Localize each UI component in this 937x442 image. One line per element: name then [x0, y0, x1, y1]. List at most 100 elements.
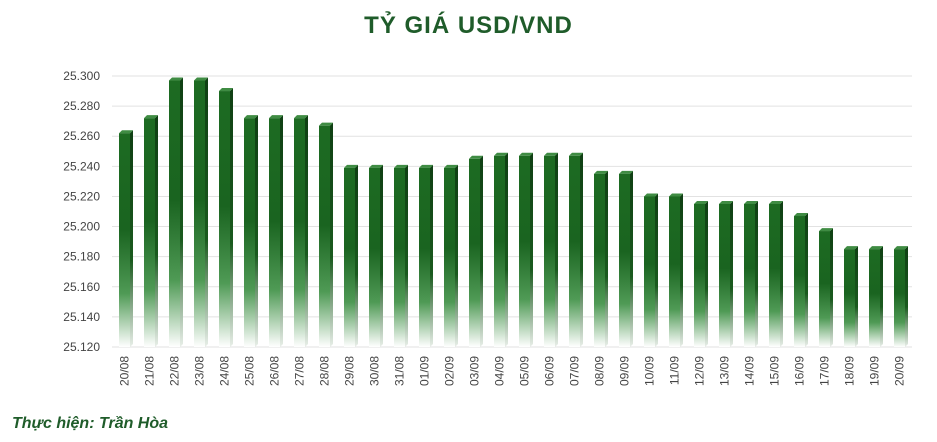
- y-tick-label: 25.200: [63, 220, 100, 234]
- bar-top: [169, 77, 183, 81]
- x-tick-label: 01/09: [418, 356, 432, 386]
- bar-top: [844, 246, 858, 250]
- bar-side: [255, 115, 258, 348]
- bar-top: [569, 152, 583, 156]
- bar: [894, 246, 908, 347]
- bar-face: [319, 125, 330, 347]
- bar-side: [305, 115, 308, 348]
- bar-side: [130, 130, 133, 347]
- bar-side: [605, 170, 608, 347]
- bar-top: [719, 200, 733, 204]
- y-tick-label: 25.120: [63, 340, 100, 354]
- bar-top: [744, 200, 758, 204]
- x-tick-label: 07/09: [568, 356, 582, 386]
- bar: [694, 200, 708, 347]
- bar-top: [319, 122, 333, 126]
- y-tick-label: 25.160: [63, 280, 100, 294]
- bar: [394, 164, 408, 347]
- bar-top: [244, 115, 258, 119]
- bar: [319, 122, 333, 347]
- bar-top: [219, 88, 233, 92]
- bar-side: [755, 200, 758, 347]
- bar-side: [230, 88, 233, 348]
- bar: [744, 200, 758, 347]
- x-tick-label: 27/08: [293, 356, 307, 386]
- bar-top: [469, 155, 483, 159]
- bar-face: [644, 196, 655, 347]
- x-tick-label: 10/09: [643, 356, 657, 386]
- x-tick-label: 20/09: [893, 356, 907, 386]
- bar: [669, 193, 683, 347]
- bar: [344, 164, 358, 347]
- bar-top: [269, 115, 283, 119]
- bar-side: [155, 115, 158, 348]
- y-tick-label: 25.240: [63, 159, 100, 173]
- bar: [444, 164, 458, 347]
- bar: [544, 152, 558, 347]
- bar: [519, 152, 533, 347]
- bar: [594, 170, 608, 347]
- bar-top: [769, 200, 783, 204]
- bar-face: [794, 216, 805, 347]
- x-tick-label: 18/09: [843, 356, 857, 386]
- bar-face: [844, 249, 855, 347]
- bar: [469, 155, 483, 347]
- bar-side: [180, 77, 183, 348]
- bar-top: [819, 228, 833, 232]
- bar-top: [494, 152, 508, 156]
- bar-face: [594, 173, 605, 347]
- x-tick-label: 15/09: [768, 356, 782, 386]
- x-tick-label: 24/08: [218, 356, 232, 386]
- x-tick-label: 09/09: [618, 356, 632, 386]
- bar-top: [644, 193, 658, 197]
- bar-top: [444, 164, 458, 168]
- bar-side: [205, 77, 208, 348]
- bar: [844, 246, 858, 347]
- x-tick-label: 28/08: [318, 356, 332, 386]
- bar: [569, 152, 583, 347]
- bar-face: [769, 203, 780, 347]
- bar-top: [794, 213, 808, 217]
- bar: [269, 115, 283, 348]
- bar-top: [669, 193, 683, 197]
- bar-top: [894, 246, 908, 250]
- bar: [244, 115, 258, 348]
- bar-face: [819, 231, 830, 347]
- bar-side: [455, 164, 458, 347]
- bar-face: [394, 167, 405, 347]
- bar-face: [619, 173, 630, 347]
- bar-face: [369, 167, 380, 347]
- bar-face: [294, 118, 305, 348]
- bar: [819, 228, 833, 347]
- x-tick-label: 17/09: [818, 356, 832, 386]
- x-tick-label: 22/08: [168, 356, 182, 386]
- bar-side: [730, 200, 733, 347]
- bar-face: [869, 249, 880, 347]
- bar: [119, 130, 133, 347]
- bar: [169, 77, 183, 348]
- bar-face: [419, 167, 430, 347]
- bar: [719, 200, 733, 347]
- bar-side: [805, 213, 808, 347]
- bar-side: [330, 122, 333, 347]
- bar-face: [519, 155, 530, 347]
- bar-face: [169, 80, 180, 348]
- bar-face: [194, 80, 205, 348]
- x-tick-label: 02/09: [443, 356, 457, 386]
- y-tick-label: 25.260: [63, 129, 100, 143]
- bar-side: [630, 170, 633, 347]
- bar: [144, 115, 158, 348]
- bars: [119, 77, 908, 348]
- bar: [644, 193, 658, 347]
- bar-top: [369, 164, 383, 168]
- bar-side: [580, 152, 583, 347]
- bar-side: [705, 200, 708, 347]
- chart-title: TỶ GIÁ USD/VND: [364, 12, 573, 39]
- bar-face: [694, 203, 705, 347]
- bar-top: [394, 164, 408, 168]
- x-tick-label: 31/08: [393, 356, 407, 386]
- x-tick-label: 11/09: [668, 356, 682, 385]
- x-tick-label: 19/09: [868, 356, 882, 386]
- bar-side: [355, 164, 358, 347]
